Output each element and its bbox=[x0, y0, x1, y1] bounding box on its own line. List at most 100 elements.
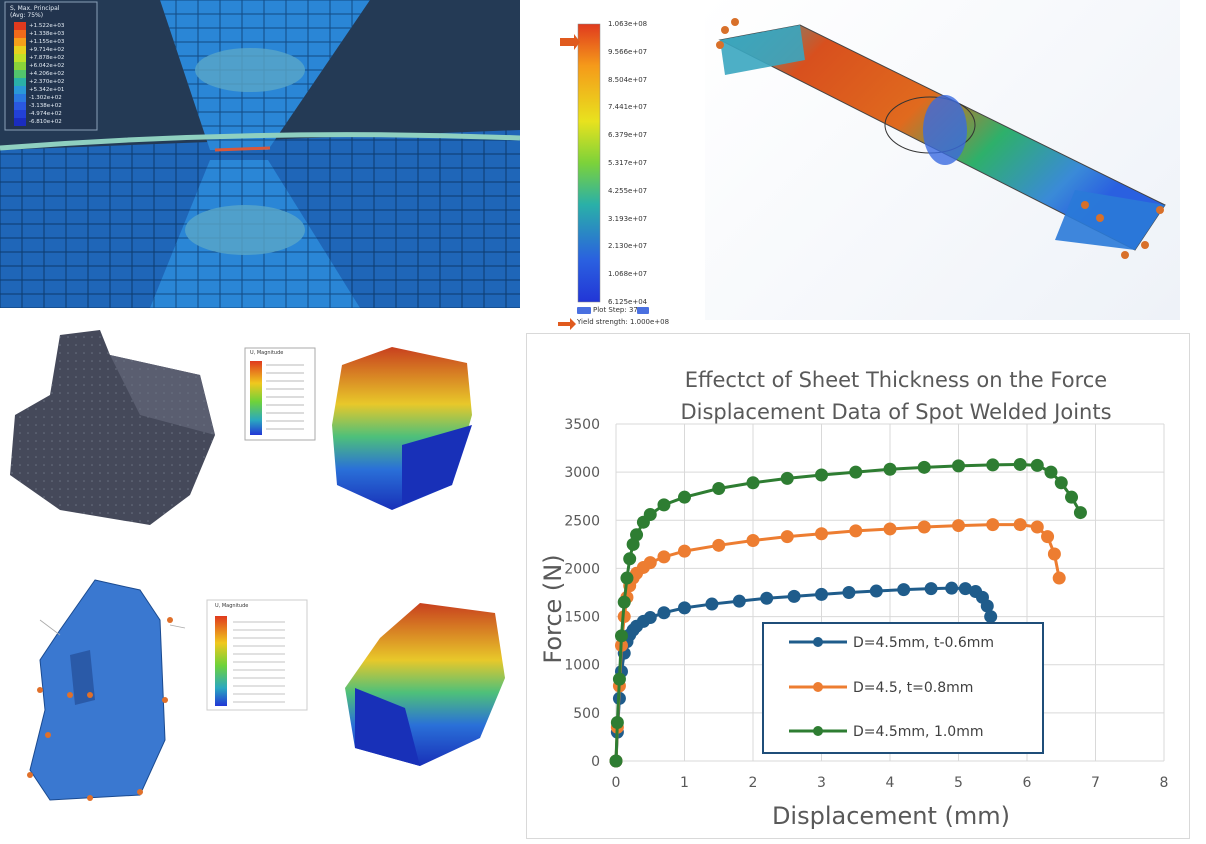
fea-render-displacement-1: U, Magnitude bbox=[242, 345, 522, 525]
colorbar-value: 8.504e+07 bbox=[608, 75, 648, 84]
legend-row: +5.342e+01 bbox=[14, 86, 64, 94]
y-tick-label: 0 bbox=[591, 754, 600, 770]
legend-value: +9.714e+02 bbox=[29, 47, 65, 53]
blue-part-image bbox=[27, 579, 186, 801]
legend-value: -3.138e+02 bbox=[29, 103, 62, 109]
yield-arrow-icon bbox=[558, 318, 576, 330]
legend-value: +7.878e+02 bbox=[29, 55, 65, 61]
data-point bbox=[1054, 476, 1068, 490]
y-tick-label: 3500 bbox=[564, 417, 600, 433]
legend-swatch bbox=[14, 78, 26, 86]
colorbar-value: 9.566e+07 bbox=[608, 47, 648, 56]
max-arrow-icon bbox=[560, 34, 580, 50]
colorbar-value: 2.130e+07 bbox=[608, 242, 648, 251]
colorbar-value: 5.317e+07 bbox=[608, 159, 648, 167]
data-point bbox=[815, 587, 828, 601]
legend-row: +2.370e+02 bbox=[14, 78, 64, 86]
data-point bbox=[952, 459, 965, 473]
data-point bbox=[917, 460, 931, 474]
legend-value: +5.342e+01 bbox=[29, 87, 65, 93]
fea-render-displacement-2: U, Magnitude bbox=[205, 598, 523, 770]
legend-row: +1.338e+03 bbox=[14, 30, 64, 38]
colorbar-value: 1.068e+07 bbox=[608, 270, 648, 279]
chart-title-line2: Displacement Data of Spot Welded Joints bbox=[680, 400, 1111, 424]
chart-title-line1: Effectct of Sheet Thickness on the Force bbox=[685, 368, 1107, 392]
colorbar-panel: 1.063e+08 9.566e+07 8.504e+07 7.441e+07 6.37… bbox=[550, 0, 698, 330]
data-point bbox=[609, 754, 623, 768]
data-point bbox=[643, 508, 657, 522]
x-tick-label: 7 bbox=[1091, 775, 1100, 791]
data-point bbox=[780, 471, 794, 485]
data-point bbox=[883, 462, 897, 476]
data-point bbox=[617, 595, 631, 609]
chart-series bbox=[609, 457, 1087, 768]
legend-value: +6.042e+02 bbox=[29, 63, 65, 69]
data-point bbox=[746, 476, 760, 490]
data-point bbox=[746, 534, 760, 548]
y-tick-labels: 0 500 1000 1500 2000 2500 3000 3500 bbox=[564, 417, 600, 770]
data-point bbox=[780, 530, 794, 544]
legend-subtitle: (Avg: 75%) bbox=[10, 12, 44, 19]
data-point bbox=[945, 581, 959, 595]
data-point bbox=[1041, 530, 1055, 544]
displacement-block-image-1 bbox=[244, 347, 472, 510]
colorbar-value: 6.379e+07 bbox=[608, 131, 648, 140]
data-point bbox=[980, 599, 994, 613]
legend-label: D=4.5, t=0.8mm bbox=[853, 680, 973, 696]
data-point bbox=[952, 519, 965, 533]
data-point bbox=[657, 550, 671, 564]
fea-render-part-blue bbox=[0, 560, 200, 820]
legend-marker bbox=[813, 682, 823, 692]
data-point bbox=[1013, 518, 1027, 532]
data-point bbox=[869, 584, 883, 598]
legend-label: D=4.5mm, t-0.6mm bbox=[853, 635, 994, 651]
legend-value: +4.206e+02 bbox=[29, 71, 65, 77]
legend-swatch bbox=[14, 62, 26, 70]
legend-swatch bbox=[14, 38, 26, 46]
data-point bbox=[815, 527, 828, 541]
data-point bbox=[678, 601, 691, 615]
legend-row: -6.810e+02 bbox=[14, 118, 64, 126]
y-tick-label: 500 bbox=[573, 706, 600, 722]
legend-value: +2.370e+02 bbox=[29, 79, 65, 85]
legend-row: +7.878e+02 bbox=[14, 54, 64, 62]
data-point bbox=[883, 522, 897, 536]
data-point bbox=[815, 468, 828, 482]
legend-swatch bbox=[14, 70, 26, 78]
x-tick-label: 6 bbox=[1023, 775, 1032, 791]
data-point bbox=[643, 611, 657, 625]
legend-scale: +1.522e+03 +1.338e+03 +1.155e+03 +9.714e+02… bbox=[14, 22, 64, 126]
data-point bbox=[958, 582, 972, 596]
colorbar-graphic bbox=[558, 23, 649, 330]
legend-row: +6.042e+02 bbox=[14, 62, 64, 70]
data-point bbox=[678, 544, 691, 558]
data-point bbox=[1013, 457, 1027, 471]
data-point bbox=[1030, 520, 1044, 534]
data-point bbox=[984, 610, 998, 624]
data-point bbox=[1065, 490, 1079, 504]
data-point bbox=[897, 583, 911, 597]
data-point bbox=[620, 571, 634, 585]
legend-label: D=4.5mm, 1.0mm bbox=[853, 724, 984, 740]
legend-swatch bbox=[14, 86, 26, 94]
x-tick-label: 8 bbox=[1160, 775, 1169, 791]
legend-value: -6.810e+02 bbox=[29, 119, 62, 125]
legend-value: +1.522e+03 bbox=[29, 23, 65, 29]
legend-row: -3.138e+02 bbox=[14, 102, 64, 110]
legend-value: +1.155e+03 bbox=[29, 39, 65, 45]
fea-render-top-left: S, Max. Principal (Avg: 75%) +1.522e+03 +… bbox=[0, 0, 520, 308]
y-tick-label: 1500 bbox=[564, 610, 600, 626]
legend-title-1: U, Magnitude bbox=[250, 350, 284, 356]
data-point bbox=[1052, 571, 1066, 585]
mesh-block-image bbox=[10, 330, 215, 525]
y-tick-label: 3000 bbox=[564, 465, 600, 481]
beam-deformation-image bbox=[716, 18, 1166, 259]
data-point bbox=[842, 586, 856, 599]
data-point bbox=[924, 582, 938, 596]
y-tick-label: 2000 bbox=[564, 561, 600, 577]
fea-mesh-image bbox=[0, 0, 520, 308]
legend-swatch bbox=[14, 22, 26, 30]
x-tick-label: 4 bbox=[886, 775, 895, 791]
legend-row: +9.714e+02 bbox=[14, 46, 64, 54]
data-point bbox=[1030, 458, 1044, 472]
